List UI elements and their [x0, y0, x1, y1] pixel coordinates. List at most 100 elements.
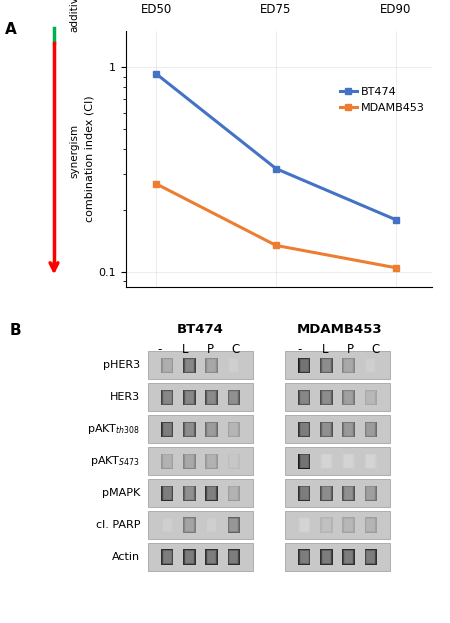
Bar — [207, 487, 216, 500]
Bar — [300, 550, 309, 564]
Bar — [343, 486, 354, 500]
Bar — [206, 358, 218, 373]
Text: P: P — [346, 343, 354, 356]
Bar — [346, 520, 351, 531]
Bar — [367, 359, 374, 371]
Bar — [184, 391, 194, 404]
Bar — [229, 391, 238, 404]
Bar — [207, 422, 216, 436]
Bar — [346, 392, 351, 402]
Bar — [302, 424, 307, 435]
Bar — [228, 550, 239, 564]
MDAMB453 — [153, 180, 159, 188]
Bar — [344, 550, 353, 564]
Bar — [320, 358, 333, 373]
Bar — [342, 518, 355, 533]
Bar — [184, 422, 194, 436]
Text: Actin: Actin — [112, 552, 140, 562]
Text: ED50: ED50 — [140, 3, 171, 16]
Bar — [185, 487, 193, 500]
Bar — [206, 549, 218, 565]
Bar — [364, 389, 377, 405]
Bar — [228, 454, 240, 469]
Bar — [186, 520, 193, 531]
Bar — [321, 454, 332, 468]
Bar — [367, 391, 374, 403]
Bar — [300, 423, 309, 435]
Bar — [323, 520, 330, 531]
MDAMB453 — [393, 264, 399, 272]
Bar — [164, 456, 171, 467]
Y-axis label: combination index (CI): combination index (CI) — [85, 95, 94, 222]
Bar — [345, 455, 352, 467]
Bar — [207, 551, 216, 563]
Text: C: C — [231, 343, 239, 356]
Bar — [184, 359, 194, 372]
Bar — [162, 486, 173, 500]
Bar — [162, 549, 174, 565]
Bar — [300, 391, 309, 404]
Bar — [367, 424, 374, 435]
Bar — [163, 359, 171, 372]
Bar — [229, 487, 238, 500]
Bar — [228, 549, 240, 565]
MDAMB453 — [273, 242, 279, 249]
Bar — [164, 391, 171, 403]
Bar — [299, 518, 310, 533]
Bar — [148, 543, 253, 571]
Bar — [365, 518, 376, 533]
Bar — [164, 520, 171, 531]
Bar — [185, 391, 193, 404]
Bar — [343, 422, 354, 437]
Bar — [184, 454, 196, 469]
Bar — [299, 358, 310, 373]
Line: BT474: BT474 — [153, 70, 400, 223]
Bar — [230, 456, 237, 467]
Bar — [346, 488, 351, 498]
Bar — [344, 423, 353, 435]
Bar — [206, 485, 218, 501]
Bar — [301, 487, 308, 499]
Bar — [343, 454, 354, 468]
Bar — [206, 358, 217, 373]
Text: pHER3: pHER3 — [103, 361, 140, 371]
Bar — [299, 486, 310, 500]
Bar — [148, 511, 253, 539]
Bar — [343, 550, 354, 564]
Bar — [186, 392, 193, 402]
Bar — [207, 518, 216, 532]
Bar — [344, 391, 353, 404]
Bar — [230, 487, 238, 500]
Bar — [185, 359, 193, 372]
Bar — [228, 358, 240, 373]
Bar — [208, 360, 215, 371]
Bar — [230, 360, 237, 371]
BT474 — [153, 70, 159, 77]
Bar — [321, 358, 332, 373]
BT474 — [393, 216, 399, 224]
Bar — [301, 455, 308, 467]
Bar — [208, 551, 215, 563]
Bar — [228, 390, 239, 404]
Bar — [298, 389, 310, 405]
Bar — [185, 551, 193, 563]
Bar — [162, 454, 174, 469]
Bar — [228, 389, 240, 405]
Text: pAKT$_{S473}$: pAKT$_{S473}$ — [90, 454, 140, 468]
Bar — [285, 383, 390, 411]
Bar — [184, 518, 195, 533]
Text: synergism: synergism — [69, 124, 79, 178]
Bar — [301, 551, 308, 563]
Bar — [366, 359, 375, 372]
Bar — [229, 455, 238, 468]
Bar — [207, 550, 216, 564]
Bar — [344, 359, 353, 372]
Bar — [366, 487, 375, 500]
Text: P: P — [207, 343, 213, 356]
Bar — [366, 487, 375, 500]
Bar — [301, 391, 308, 403]
Bar — [162, 422, 173, 437]
Bar — [324, 392, 329, 402]
Bar — [300, 455, 309, 468]
Bar — [322, 487, 331, 500]
